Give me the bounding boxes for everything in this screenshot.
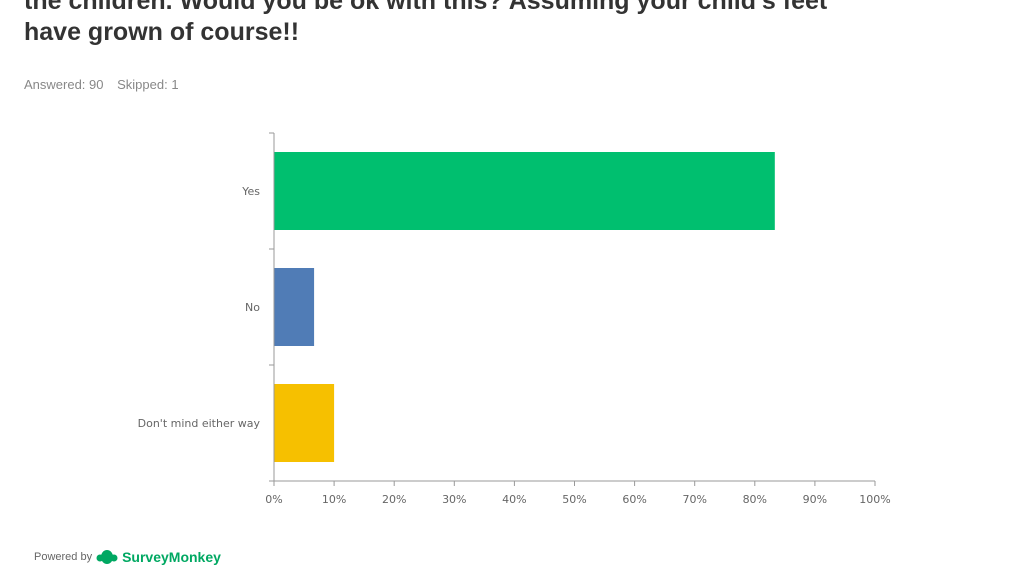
x-tick-label-7: 70% [682, 493, 706, 506]
x-tick-label-10: 100% [859, 493, 890, 506]
question-title-line-1: the children. Would you be ok with this?… [24, 0, 828, 15]
skipped-count: Skipped: 1 [117, 77, 179, 92]
response-stats: Answered: 90 Skipped: 1 [24, 77, 189, 92]
category-label-0: Yes [241, 185, 260, 198]
surveymonkey-brand: SurveyMonkey [122, 549, 221, 565]
footer: Powered by SurveyMonkey [34, 549, 221, 565]
x-tick-label-1: 10% [322, 493, 346, 506]
x-tick-label-6: 60% [622, 493, 646, 506]
bar-0 [274, 152, 775, 230]
x-tick-label-0: 0% [265, 493, 282, 506]
category-label-1: No [245, 301, 260, 314]
x-tick-label-8: 80% [743, 493, 767, 506]
bar-2 [274, 384, 335, 462]
x-tick-label-9: 90% [803, 493, 827, 506]
x-tick-label-3: 30% [442, 493, 466, 506]
x-tick-label-5: 50% [562, 493, 586, 506]
question-title-line-2: have grown of course!! [24, 18, 300, 46]
category-label-2: Don't mind either way [138, 417, 261, 430]
bar-1 [274, 268, 315, 346]
surveymonkey-logo-icon [96, 550, 118, 564]
x-tick-label-2: 20% [382, 493, 406, 506]
x-tick-label-4: 40% [502, 493, 526, 506]
answered-count: Answered: 90 [24, 77, 104, 92]
question-title: the children. Would you be ok with this?… [24, 0, 1004, 48]
powered-by-text: Powered by [34, 551, 93, 563]
